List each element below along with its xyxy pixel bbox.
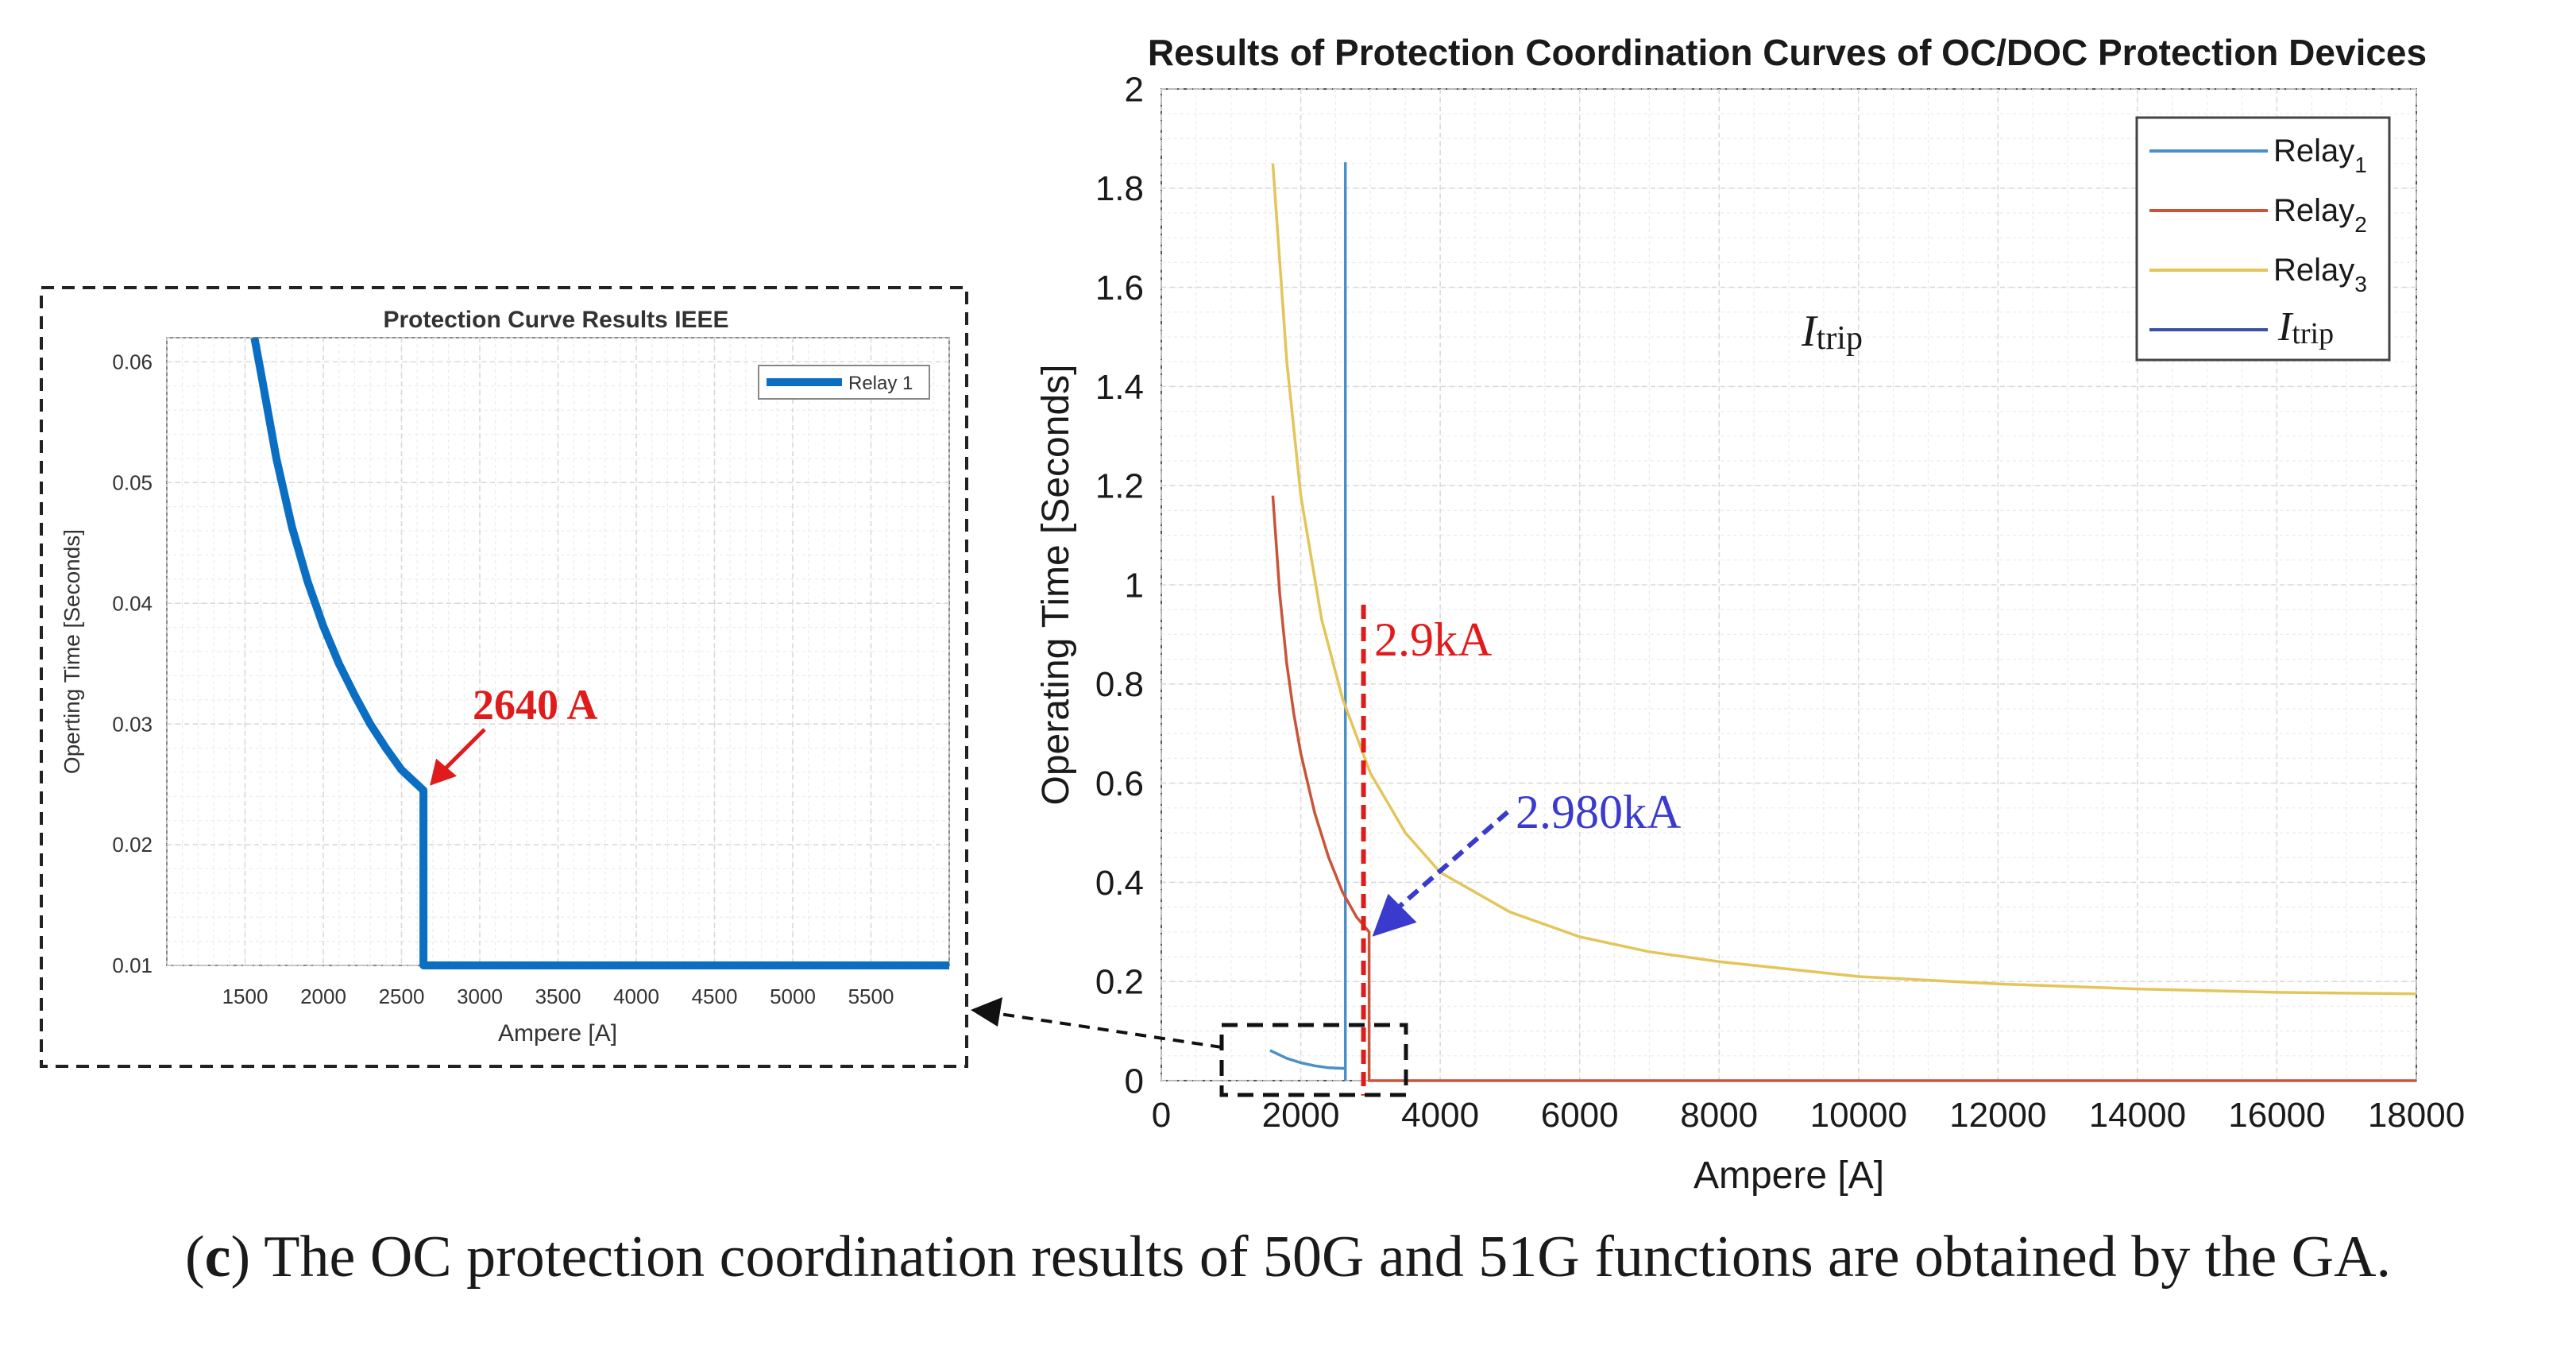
main-annotation-itrip: Itrip — [1801, 307, 1863, 357]
inset-annotation-arrow — [439, 728, 486, 775]
caption-text: The OC protection coordination results o… — [250, 1224, 2392, 1290]
main-legend-label-relay2: Relay2 — [2273, 193, 2367, 237]
main-ytick-label: 0 — [1125, 1062, 1144, 1101]
main-annotation-2-980ka: 2.980kA — [1516, 786, 1681, 838]
inset-ytick-label: 0.04 — [112, 591, 153, 615]
main-ytick-label: 0.8 — [1095, 665, 1144, 704]
main-xtick-label: 4000 — [1401, 1096, 1479, 1135]
caption-open-paren: ( — [184, 1224, 205, 1290]
series-relay1 — [1269, 161, 1347, 1081]
main-xtick-label: 2000 — [1262, 1096, 1340, 1135]
main-xtick-label: 8000 — [1680, 1096, 1758, 1135]
main-title: Results of Protection Coordination Curve… — [1148, 32, 2427, 73]
zoom-connector-line — [994, 1012, 1222, 1049]
main-ytick-label: 1 — [1125, 566, 1144, 605]
main-xtick-label: 10000 — [1810, 1096, 1907, 1135]
main-ylabel: Operating Time [Seconds] — [1035, 365, 1077, 806]
main-2-980ka-arrow — [1396, 810, 1509, 911]
main-xtick-label: 18000 — [2368, 1096, 2465, 1135]
caption-letter: c — [204, 1224, 231, 1290]
main-ytick-label: 1.4 — [1095, 368, 1144, 407]
main-ytick-label: 0.4 — [1095, 864, 1144, 903]
inset-legend-box — [758, 365, 930, 400]
main-xtick-label: 16000 — [2228, 1096, 2325, 1135]
inset-ylabel: Operting Time [Seconds] — [60, 529, 84, 774]
inset-xtick-label: 1500 — [222, 984, 268, 1008]
main-xtick-label: 0 — [1152, 1096, 1171, 1135]
inset-xtick-label: 2000 — [300, 984, 346, 1008]
main-legend-label-relay1: Relay1 — [2273, 133, 2367, 177]
main-legend-label-itrip: Itrip — [2277, 304, 2334, 350]
inset-xtick-label: 3000 — [457, 984, 503, 1008]
inset-ytick-label: 0.02 — [112, 833, 153, 857]
main-ytick-label: 0.2 — [1095, 963, 1144, 1002]
inset-dashed-frame — [40, 286, 968, 1068]
main-xlabel: Ampere [A] — [1694, 1155, 1884, 1197]
main-annotation-2-9ka: 2.9kA — [1374, 613, 1492, 666]
main-ytick-label: 0.6 — [1095, 764, 1144, 803]
zoom-connector-arrowhead — [971, 997, 1002, 1027]
series-relay1_inset — [250, 337, 949, 969]
figure-caption: (c) The OC protection coordination resul… — [0, 1224, 2576, 1291]
main-2-980ka-arrowhead — [1372, 893, 1417, 937]
inset-annotation-arrowhead — [430, 758, 458, 786]
inset-xtick-label: 4500 — [692, 984, 738, 1008]
inset-ytick-label: 0.03 — [112, 712, 153, 736]
inset-ytick-label: 0.05 — [112, 470, 153, 494]
main-ytick-label: 1.2 — [1095, 467, 1144, 506]
inset-xtick-label: 5500 — [848, 984, 894, 1008]
inset-xlabel: Ampere [A] — [498, 1020, 617, 1046]
main-xtick-label: 6000 — [1541, 1096, 1619, 1135]
main-chart: Results of Protection Coordination Curve… — [971, 32, 2465, 1197]
main-xtick-label: 12000 — [1949, 1096, 2046, 1135]
zoom-region-box — [1219, 1023, 1408, 1097]
inset-xtick-label: 2500 — [379, 984, 425, 1008]
inset-annotation-2640a: 2640 A — [473, 681, 598, 729]
main-ytick-label: 1.6 — [1095, 269, 1144, 308]
main-legend-box — [2135, 116, 2391, 362]
inset-xtick-label: 3500 — [535, 984, 581, 1008]
inset-ytick-label: 0.01 — [112, 954, 153, 977]
caption-close-paren: ) — [230, 1224, 251, 1290]
series-relay2 — [1271, 495, 2416, 1082]
main-ytick-label: 2 — [1125, 70, 1144, 109]
inset-xtick-label: 4000 — [613, 984, 659, 1008]
series-relay3 — [1271, 163, 2417, 996]
inset-title: Protection Curve Results IEEE — [383, 307, 728, 333]
inset-xtick-label: 5000 — [770, 984, 816, 1008]
inset-legend-label-relay1: Relay 1 — [848, 373, 913, 394]
main-ytick-label: 1.8 — [1095, 169, 1144, 208]
main-xtick-label: 14000 — [2089, 1096, 2186, 1135]
main-legend-label-relay3: Relay3 — [2273, 253, 2367, 296]
inset-chart: Protection Curve Results IEEE 1500 2000 25… — [40, 286, 968, 1068]
inset-ytick-label: 0.06 — [112, 350, 153, 373]
